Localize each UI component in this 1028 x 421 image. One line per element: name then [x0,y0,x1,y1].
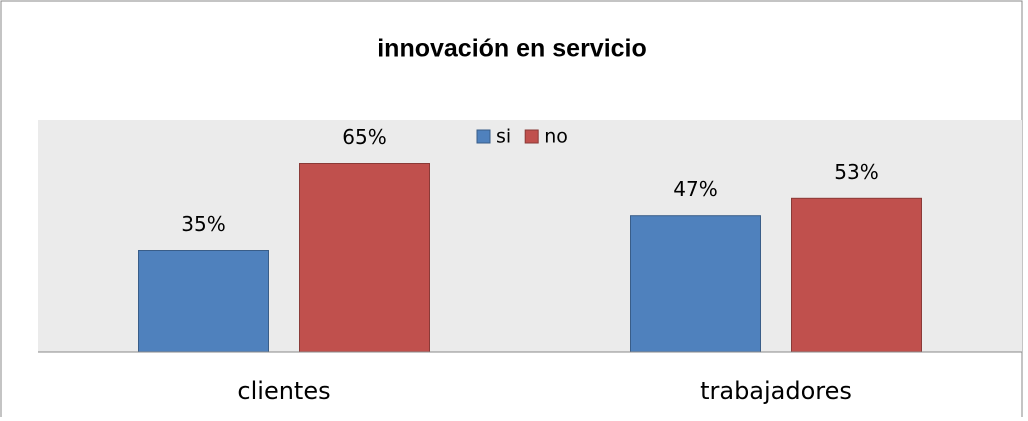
legend-label: no [544,126,568,148]
data-label: 35% [181,212,225,236]
bar [138,250,269,353]
x-tick-label: trabajadores [700,377,852,405]
bar [791,197,922,353]
legend-swatch [476,129,491,144]
legend-swatch [524,129,539,144]
data-label: 53% [834,160,878,184]
legend-label: si [496,126,511,148]
data-label: 65% [342,125,386,149]
chart-title: innovación en servicio [377,35,647,63]
x-tick-label: clientes [237,377,330,405]
bar [630,215,761,353]
bar [299,163,430,353]
data-label: 47% [673,177,717,201]
